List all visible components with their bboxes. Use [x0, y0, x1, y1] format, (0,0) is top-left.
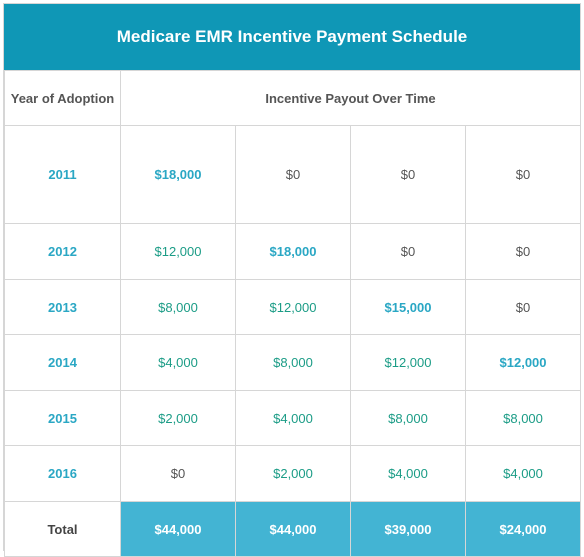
value-cell: $15,000: [350, 279, 466, 335]
year-cell: 2013: [4, 279, 121, 335]
value-cell: $18,000: [120, 125, 236, 224]
value-cell: $12,000: [120, 223, 236, 280]
value-cell: $0: [464, 125, 582, 224]
table-row: 2013 $8,000 $12,000 $15,000 $0: [4, 279, 582, 335]
total-cell: $44,000: [235, 501, 351, 557]
table-row: 2011 $18,000 $0 $0 $0: [4, 125, 582, 224]
year-cell: 2015: [4, 390, 121, 446]
value-cell: $8,000: [120, 279, 236, 335]
total-cell: $39,000: [350, 501, 466, 557]
value-cell: $8,000: [464, 390, 582, 446]
value-cell: $4,000: [235, 390, 351, 446]
total-row: Total $44,000 $44,000 $39,000 $24,000: [4, 501, 582, 557]
value-cell: $2,000: [120, 390, 236, 446]
value-cell: $12,000: [235, 279, 351, 335]
value-cell: $12,000: [350, 334, 466, 391]
payment-schedule-table: Year of Adoption Incentive Payout Over T…: [4, 70, 582, 557]
value-cell: $0: [350, 125, 466, 224]
value-cell: $0: [464, 223, 582, 280]
total-cell: $24,000: [464, 501, 582, 557]
value-cell: $2,000: [235, 445, 351, 502]
table-row: 2014 $4,000 $8,000 $12,000 $12,000: [4, 334, 582, 391]
table-row: 2016 $0 $2,000 $4,000 $4,000: [4, 445, 582, 502]
value-cell: $12,000: [464, 334, 582, 391]
payout-header: Incentive Payout Over Time: [119, 70, 582, 126]
value-cell: $4,000: [350, 445, 466, 502]
value-cell: $0: [350, 223, 466, 280]
value-cell: $0: [120, 445, 236, 502]
year-cell: 2014: [4, 334, 121, 391]
value-cell: $8,000: [235, 334, 351, 391]
header-row: Year of Adoption Incentive Payout Over T…: [4, 70, 582, 126]
total-cell: $44,000: [120, 501, 236, 557]
value-cell: $8,000: [350, 390, 466, 446]
total-label: Total: [4, 501, 121, 557]
schedule-table-container: Medicare EMR Incentive Payment Schedule …: [3, 3, 582, 557]
table-row: 2015 $2,000 $4,000 $8,000 $8,000: [4, 390, 582, 446]
value-cell: $4,000: [120, 334, 236, 391]
value-cell: $4,000: [464, 445, 582, 502]
year-cell: 2012: [4, 223, 121, 280]
value-cell: $18,000: [235, 223, 351, 280]
value-cell: $0: [464, 279, 582, 335]
year-cell: 2011: [4, 125, 121, 224]
value-cell: $0: [235, 125, 351, 224]
table-title: Medicare EMR Incentive Payment Schedule: [4, 4, 580, 70]
table-row: 2012 $12,000 $18,000 $0 $0: [4, 223, 582, 280]
year-of-adoption-header: Year of Adoption: [4, 70, 121, 126]
year-cell: 2016: [4, 445, 121, 502]
